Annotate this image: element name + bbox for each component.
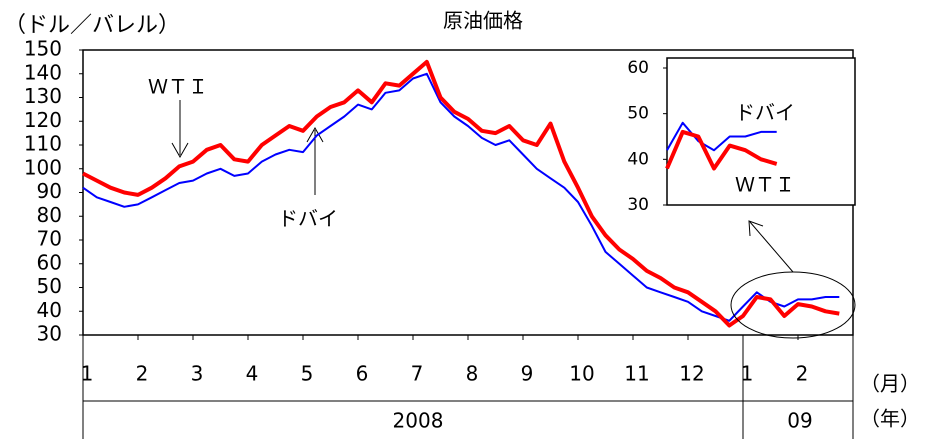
inset-annotation: ドバイ <box>735 101 795 125</box>
inset-series-line <box>666 121 777 152</box>
y-tick-label: 50 <box>37 274 62 298</box>
y-tick-label: 30 <box>37 322 62 346</box>
inset-series-line <box>665 129 778 171</box>
y-tick-label: 100 <box>24 155 62 179</box>
year-unit-label: （年） <box>860 407 920 431</box>
inset-y-tick-label: 50 <box>627 104 649 124</box>
x-tick-label: 4 <box>246 362 259 386</box>
arrow <box>749 221 794 273</box>
inset-y-tick-label: 60 <box>627 58 649 78</box>
x-tick-label: 6 <box>356 362 369 386</box>
year-label: 2008 <box>393 409 444 433</box>
y-tick-label: 70 <box>37 227 62 251</box>
x-tick-label: 7 <box>411 362 424 386</box>
x-tick-label: 2 <box>136 362 149 386</box>
annotation: ドバイ <box>278 207 338 231</box>
x-tick-label: 12 <box>679 362 704 386</box>
x-tick-label: 9 <box>521 362 534 386</box>
inset-y-tick-label: 30 <box>627 195 649 215</box>
y-tick-label: 140 <box>24 60 62 84</box>
x-tick-label: 5 <box>301 362 314 386</box>
y-tick-label: 60 <box>37 250 62 274</box>
chart-title: 原油価格 <box>443 9 523 33</box>
y-tick-label: 90 <box>37 179 62 203</box>
y-tick-label: 80 <box>37 203 62 227</box>
x-tick-label: 10 <box>569 362 594 386</box>
series-line <box>82 72 840 322</box>
x-tick-label: 1 <box>81 362 94 386</box>
x-tick-label: 1 <box>741 362 754 386</box>
inset-y-tick-label: 40 <box>627 149 649 169</box>
x-tick-label: 3 <box>191 362 204 386</box>
annotation: ＷＴＩ <box>148 75 208 99</box>
arrow-head <box>748 220 764 237</box>
y-tick-label: 40 <box>37 298 62 322</box>
y-tick-label: 150 <box>24 37 62 61</box>
arrow-head <box>306 126 324 143</box>
year-label: 09 <box>787 409 812 433</box>
x-tick-label: 2 <box>796 362 809 386</box>
y-tick-label: 110 <box>24 132 62 156</box>
y-axis-label: （ドル／バレル） <box>4 13 180 38</box>
inset-annotation: ＷＴＩ <box>735 173 795 197</box>
x-tick-label: 11 <box>624 362 649 386</box>
x-unit-label: （月） <box>860 372 920 396</box>
y-tick-label: 130 <box>24 84 62 108</box>
x-tick-label: 8 <box>466 362 479 386</box>
y-tick-label: 120 <box>24 108 62 132</box>
series-line <box>82 59 840 328</box>
arrow-head <box>171 142 189 159</box>
highlight-ellipse <box>730 271 856 339</box>
